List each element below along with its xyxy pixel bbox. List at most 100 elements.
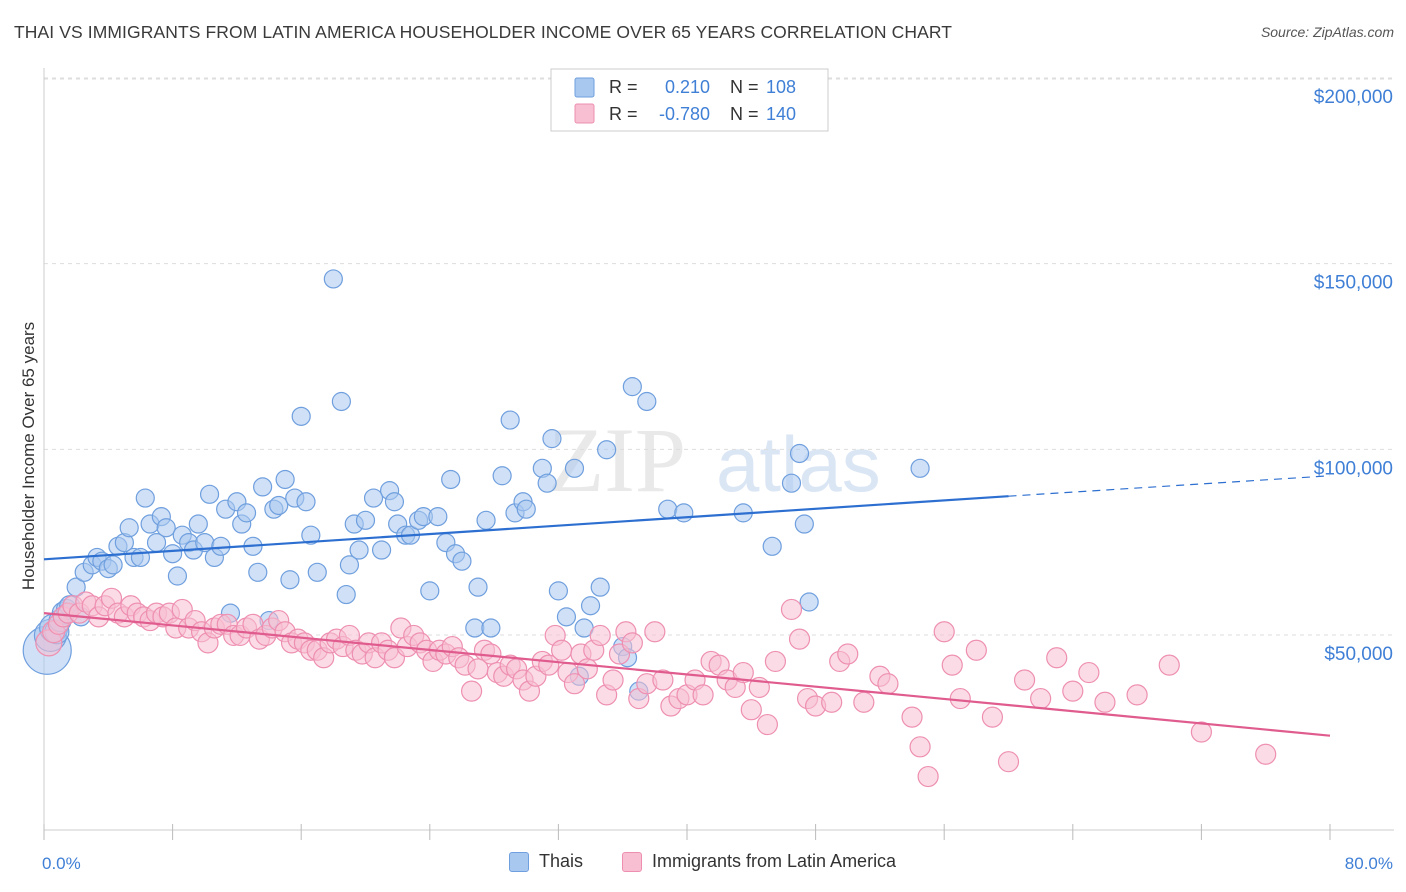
thais-point-70 [420,581,440,601]
legend-r-value-pink: -0.780 [659,104,710,124]
latin-america-point-87 [589,624,611,647]
thais-point-52 [301,525,321,545]
stats-legend: R = 0.210 N = 108 R = -0.780 N = 140 [550,68,829,132]
thais-point-20 [130,547,151,568]
stats-legend-pink-swatch [574,103,595,124]
thais-point-50 [291,406,311,426]
thais-point-60 [355,510,376,530]
latin-america-point-129 [997,751,1020,773]
thais-point-21 [135,488,155,508]
legend-swatch-thais [509,851,529,872]
latin-america-point-117 [837,643,859,665]
latin-america-point-89 [602,669,624,691]
latin-america-point-120 [877,673,899,695]
legend-n-value-pink: 140 [766,104,796,124]
thais-point-71 [428,507,448,527]
thais-point-78 [476,510,496,530]
thais-point-104 [762,536,782,556]
thais-point-42 [248,562,268,582]
latin-america-point-127 [965,639,987,661]
thais-point-54 [323,269,343,289]
legend-swatch-latin-america [622,851,642,872]
thais-point-101 [658,499,678,519]
latin-america-point-128 [981,706,1004,728]
latin-america-point-109 [756,713,778,736]
thais-point-25 [156,518,176,538]
thais-point-93 [580,596,601,616]
latin-america-point-139 [1255,743,1277,765]
thais-point-53 [307,562,327,582]
trend-lines [43,475,1331,737]
latin-america-point-110 [764,650,787,673]
thais-point-43 [253,477,273,497]
latin-america-point-96 [652,669,674,691]
thais-point-105 [781,473,802,493]
thais-point-15 [103,555,123,575]
thais-point-107 [799,592,819,612]
thais-point-102 [674,503,694,523]
latin-america-point-81 [551,639,573,661]
thais-point-108 [789,443,810,464]
latin-america-point-123 [917,765,939,788]
latin-america-point-124 [933,621,955,643]
axes [43,68,1394,840]
stats-legend-blue-swatch [574,77,595,98]
latin-america-point-131 [1030,687,1052,710]
thais-point-59 [349,540,369,560]
legend-r-label-pink: R = [609,104,638,124]
thais-point-94 [590,577,610,597]
thais-point-64 [384,492,405,512]
latin-america-point-115 [821,691,843,713]
latin-america-point-107 [740,699,762,721]
thais-point-106 [794,514,814,534]
latin-america-point-95 [644,621,666,643]
thais-point-100 [637,391,657,412]
thais-point-31 [188,514,208,534]
latin-america-point-118 [853,691,875,713]
thais-point-87 [542,429,562,449]
latin-america-point-85 [576,658,598,680]
thais-point-47 [275,469,295,490]
thais-point-62 [371,540,392,560]
x-tick-min: 0.0% [42,854,81,873]
thais-point-33 [199,484,220,504]
thais-point-95 [597,440,617,460]
latin-america-point-112 [788,628,811,650]
y-tick-label-0: $200,000 [1314,87,1393,108]
thais-point-56 [336,584,356,605]
thais-point-88 [548,581,569,601]
latin-america-point-136 [1126,684,1148,706]
latin-america-point-111 [780,598,803,621]
thais-point-40 [236,503,257,523]
legend-r-label-blue: R = [609,77,638,97]
legend-r-value-blue: 0.210 [665,77,710,97]
latin-america-point-130 [1013,669,1036,691]
latin-america-point-137 [1158,654,1180,676]
y-axis-label: Householder Income Over 65 years [19,322,38,590]
y-tick-label-3: $50,000 [1324,644,1393,665]
thais-point-86 [537,473,557,493]
latin-america-point-92 [621,632,643,654]
thais-point-51 [296,492,316,512]
latin-america-point-125 [941,654,963,676]
thais-point-90 [564,458,585,478]
thais-point-84 [516,499,536,519]
thais-point-80 [492,466,512,486]
watermark-zip: ZIP [548,409,686,511]
thais-point-77 [468,577,488,597]
stats-legend-box [550,68,829,132]
latin-america-point-121 [901,706,923,728]
y-tick-label-2: $100,000 [1314,458,1393,479]
watermark-atlas: atlas [716,420,881,508]
latin-america-point-134 [1078,661,1100,684]
latin-america-point-138 [1190,721,1213,743]
source-note: Source: ZipAtlas.com [1260,24,1394,40]
bottom-legend: Thais Immigrants from Latin America [0,851,1406,879]
thais-point-79 [481,618,501,638]
thais-point-81 [500,410,520,430]
thais-trend-extension [1008,475,1331,497]
chart-title: THAI VS IMMIGRANTS FROM LATIN AMERICA HO… [14,22,953,42]
legend-label-thais: Thais [539,851,584,871]
latin-america-point-126 [949,687,971,710]
